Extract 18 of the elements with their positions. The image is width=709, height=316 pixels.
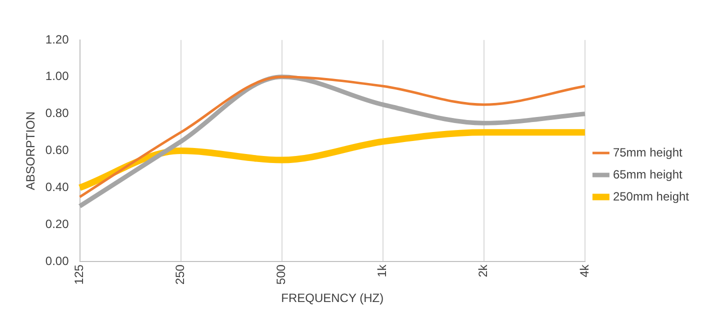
legend-label: 65mm height <box>612 167 683 182</box>
x-tick-label: 4k <box>577 264 592 278</box>
y-tick-label: 0.20 <box>45 216 70 231</box>
x-tick-label: 500 <box>274 264 288 285</box>
legend-label: 75mm height <box>612 145 683 160</box>
x-tick-label: 250 <box>173 264 188 285</box>
x-axis-title: FREQUENCY (HZ) <box>281 291 384 306</box>
y-tick-label: 1.20 <box>45 32 70 46</box>
x-tick-label: 125 <box>72 264 86 285</box>
legend-label: 250mm height <box>612 189 690 204</box>
y-axis-title: ABSORPTION <box>24 111 38 190</box>
y-tick-label: 1.00 <box>45 69 70 84</box>
y-tick-label: 0.40 <box>45 180 70 194</box>
y-tick-label: 0.00 <box>45 254 70 268</box>
y-tick-label: 0.60 <box>45 143 70 158</box>
y-tick-label: 0.80 <box>45 106 70 120</box>
x-tick-label: 2k <box>476 264 490 278</box>
x-tick-label: 1k <box>375 264 390 278</box>
